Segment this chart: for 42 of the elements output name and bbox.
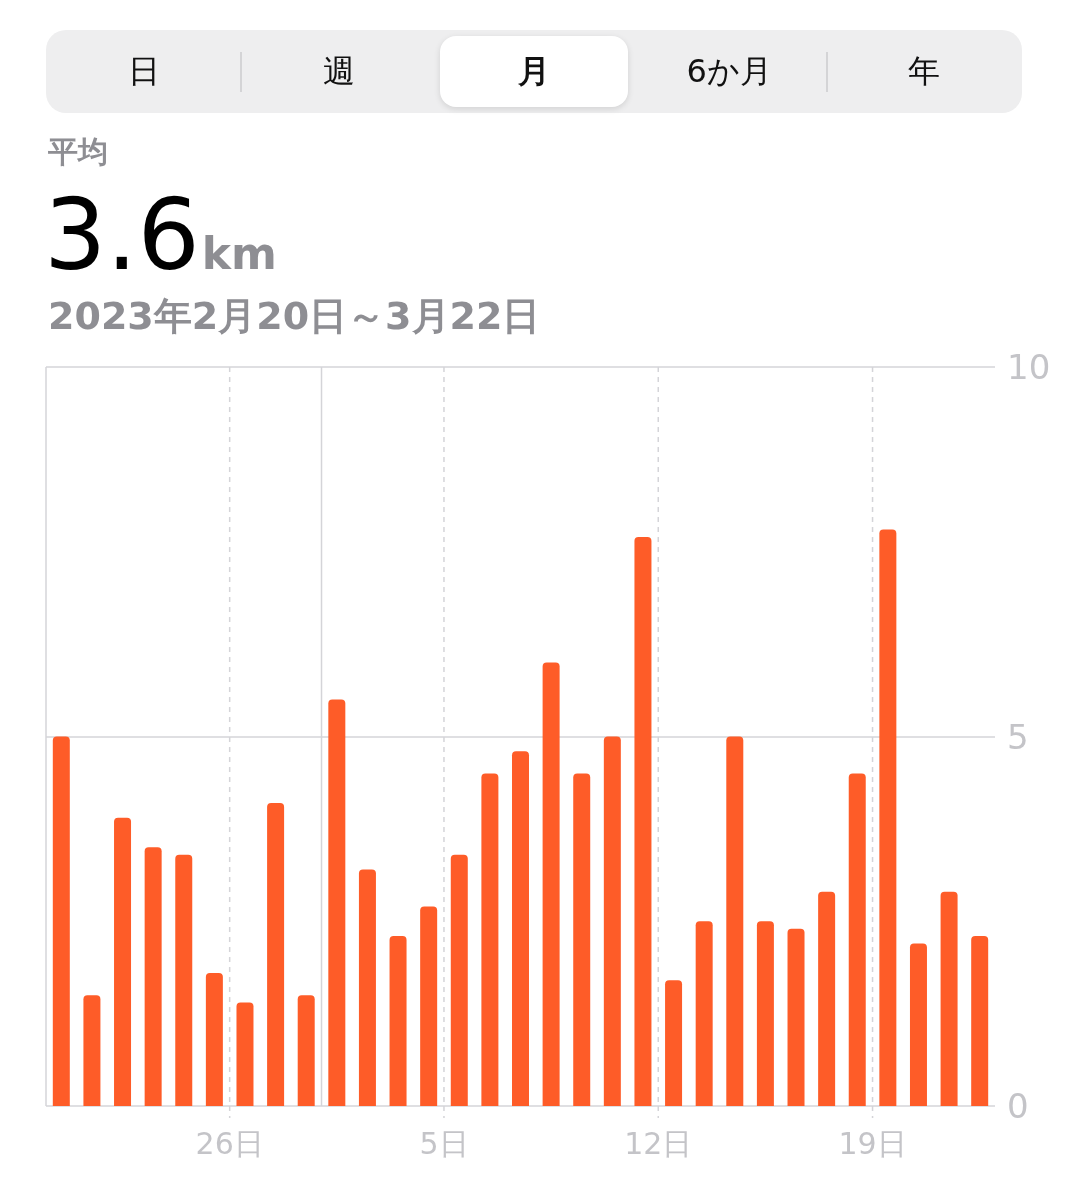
x-tick-label: 19日: [838, 1125, 907, 1161]
y-tick-label: 10: [1007, 347, 1051, 387]
bar: [787, 928, 805, 1106]
x-tick-label: 5日: [419, 1125, 469, 1161]
chart-subtitle: 2023年2月20日～3月22日: [48, 294, 541, 340]
segmented-control: 日 週 月 6か月 年: [46, 30, 1022, 113]
bar: [940, 891, 958, 1106]
bar: [726, 736, 744, 1106]
x-tick-label: 26日: [195, 1125, 264, 1161]
bar: [542, 662, 560, 1106]
bar: [848, 773, 866, 1106]
bar: [175, 854, 193, 1106]
text: 3.6km: [44, 178, 277, 292]
bar: [420, 906, 438, 1106]
bar: [603, 736, 621, 1106]
bar: [634, 536, 652, 1106]
bar: [144, 847, 162, 1106]
bar: [695, 921, 713, 1106]
bar: [297, 995, 315, 1106]
chart-title: 平均: [48, 134, 108, 170]
bar: [358, 869, 376, 1106]
bar: [879, 529, 897, 1106]
x-tick-label: 12日: [624, 1125, 693, 1161]
bar: [818, 891, 836, 1106]
bar: [267, 803, 285, 1106]
bar: [971, 936, 989, 1106]
bar: [236, 1002, 254, 1106]
bar: [328, 699, 346, 1106]
bar: [481, 773, 499, 1106]
bar: [573, 773, 591, 1106]
bar: [756, 921, 774, 1106]
bar: [52, 736, 70, 1106]
bar: [83, 995, 101, 1106]
bar: [909, 943, 927, 1106]
y-tick-label: 0: [1007, 1086, 1029, 1126]
y-tick-label: 5: [1007, 716, 1029, 757]
bar: [389, 936, 407, 1106]
bar: [114, 817, 132, 1106]
bar: [512, 751, 529, 1106]
bar: [450, 854, 468, 1106]
bar: [205, 972, 223, 1106]
bar: [665, 980, 683, 1106]
